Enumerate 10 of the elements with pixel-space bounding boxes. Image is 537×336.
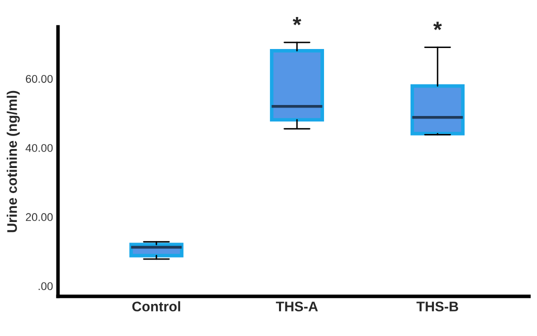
x-tick-label: Control: [132, 301, 180, 312]
y-axis-title: Urine cotinine (ng/ml): [6, 90, 20, 232]
annotation: *: [433, 22, 442, 30]
y-tick-label: 40.00: [26, 144, 53, 152]
y-tick-label: 60.00: [26, 74, 53, 83]
y-tick-label: .00: [38, 282, 53, 290]
x-tick-label: THS-A: [276, 302, 318, 312]
y-tick-label: 20.00: [26, 213, 53, 222]
text: *: [292, 16, 302, 26]
x-tick-label: THS-B: [416, 302, 458, 312]
